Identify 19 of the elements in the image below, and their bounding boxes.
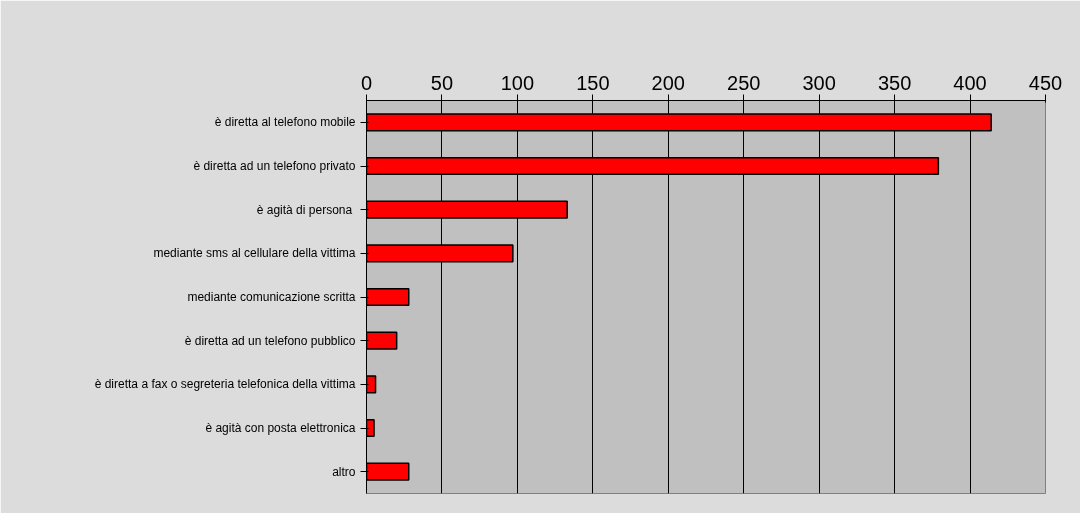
y-tick-label: è diretta ad un telefono privato <box>193 159 356 173</box>
x-tick-label: 350 <box>877 71 912 94</box>
y-tick-label: è diretta ad un telefono pubblico <box>184 333 356 348</box>
x-tick-label: 150 <box>576 71 610 94</box>
y-tick-label: è agità di persona <box>256 202 353 217</box>
y-tick-label: è diretta a fax o segreteria telefonica della vittima <box>94 377 356 392</box>
x-tick-label: 100 <box>500 71 535 94</box>
x-tick-label: 300 <box>802 71 836 94</box>
x-tick-label: 50 <box>430 71 454 94</box>
x-tick-label: 450 <box>1028 71 1063 94</box>
x-tick-label: 0 <box>360 71 373 94</box>
y-tick-label: mediante comunicazione scritta <box>187 290 356 304</box>
y-tick-label: è diretta al telefono mobile <box>214 115 356 130</box>
x-tick-label: 200 <box>651 71 685 94</box>
y-tick-label: è agità con posta elettronica <box>205 421 356 435</box>
x-tick-label: 400 <box>953 71 987 94</box>
y-tick-label: altro <box>332 464 356 479</box>
y-tick-label: mediante sms al cellulare della vittima <box>153 246 356 261</box>
x-tick-label: 250 <box>727 71 761 94</box>
